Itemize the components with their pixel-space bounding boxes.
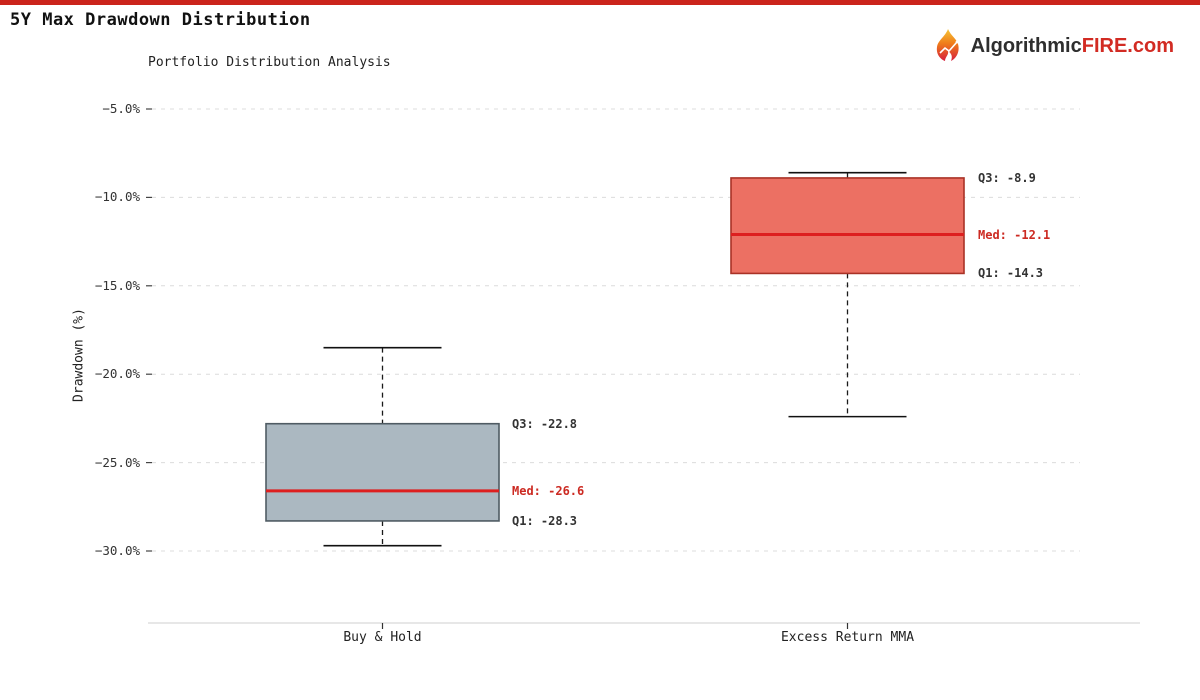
brand-text-dark: Algorithmic bbox=[970, 34, 1082, 57]
brand-text-red: FIRE.com bbox=[1081, 34, 1174, 57]
chart-subtitle: Portfolio Distribution Analysis bbox=[148, 55, 391, 70]
brand-logo: AlgorithmicFIRE.com bbox=[932, 28, 1174, 64]
iqr-box bbox=[265, 422, 500, 522]
flame-icon bbox=[936, 29, 959, 61]
page-title: 5Y Max Drawdown Distribution bbox=[10, 10, 311, 30]
brand-text: AlgorithmicFIRE.com bbox=[971, 35, 1174, 58]
iqr-box bbox=[730, 177, 965, 275]
top-accent-bar bbox=[0, 0, 1200, 5]
